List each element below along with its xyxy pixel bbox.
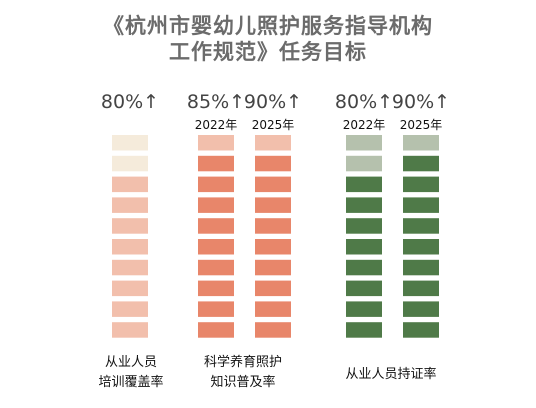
bar-block-filled bbox=[403, 218, 439, 234]
bar-block-empty bbox=[112, 135, 148, 151]
bar-block-filled bbox=[346, 259, 382, 276]
year-label: 2025年 bbox=[400, 118, 443, 132]
bar-block-empty bbox=[346, 155, 382, 172]
bar-block-filled bbox=[112, 259, 148, 276]
chart-title-line-2: 工作规范》任务目标 bbox=[169, 40, 367, 64]
bar-block-empty bbox=[346, 135, 382, 151]
bar-block-filled bbox=[403, 322, 439, 338]
bar-block-empty bbox=[403, 135, 439, 151]
bar-block-filled bbox=[112, 301, 148, 317]
value-label: 90%↑ bbox=[392, 91, 450, 113]
bar-block-filled bbox=[346, 322, 382, 338]
bar-block-filled bbox=[198, 259, 234, 276]
bar-block-empty bbox=[112, 155, 148, 172]
bar-block-filled bbox=[112, 322, 148, 338]
bar-block-filled bbox=[255, 197, 291, 213]
bar-block-filled bbox=[346, 239, 382, 255]
category-label: 培训覆盖率 bbox=[98, 374, 163, 390]
bar-block-filled bbox=[112, 218, 148, 234]
bar-block-filled bbox=[198, 301, 234, 317]
bar-block-filled bbox=[403, 176, 439, 193]
bar-block-filled bbox=[198, 322, 234, 338]
bar-block-filled bbox=[112, 176, 148, 193]
bar-block-filled bbox=[403, 259, 439, 276]
year-label: 2022年 bbox=[195, 118, 238, 132]
bar-block-filled bbox=[346, 301, 382, 317]
bar-block-filled bbox=[403, 301, 439, 317]
bar-block-filled bbox=[255, 218, 291, 234]
chart-title-line-1: 《杭州市婴幼儿照护服务指导机构 bbox=[103, 14, 433, 38]
bar-block-filled bbox=[198, 280, 234, 297]
value-label: 90%↑ bbox=[244, 91, 302, 113]
bar-block-filled bbox=[346, 197, 382, 213]
category-label: 从业人员持证率 bbox=[345, 366, 436, 382]
bar-block-filled bbox=[346, 218, 382, 234]
bar-block-empty bbox=[198, 135, 234, 151]
bar-block-filled bbox=[112, 197, 148, 213]
bar-block-filled bbox=[198, 218, 234, 234]
bar-block-filled bbox=[198, 176, 234, 193]
bar-block-filled bbox=[198, 155, 234, 172]
category-label: 从业人员 bbox=[105, 355, 157, 370]
bar-block-filled bbox=[346, 280, 382, 297]
year-label: 2022年 bbox=[343, 118, 386, 132]
bar-block-filled bbox=[255, 176, 291, 193]
bar-block-filled bbox=[403, 280, 439, 297]
bar-block-filled bbox=[112, 239, 148, 255]
bar-block-filled bbox=[112, 280, 148, 297]
value-label: 80%↑ bbox=[335, 91, 393, 113]
bar-block-filled bbox=[198, 239, 234, 255]
bar-block-filled bbox=[255, 155, 291, 172]
value-label: 85%↑ bbox=[187, 91, 245, 113]
bar-block-filled bbox=[403, 239, 439, 255]
bar-block-filled bbox=[403, 155, 439, 172]
bar-block-filled bbox=[255, 301, 291, 317]
bar-block-empty bbox=[255, 135, 291, 151]
bar-block-filled bbox=[198, 197, 234, 213]
bar-block-filled bbox=[346, 176, 382, 193]
value-label: 80%↑ bbox=[101, 91, 159, 113]
bar-block-filled bbox=[255, 259, 291, 276]
bar-block-filled bbox=[255, 280, 291, 297]
category-label: 科学养育照护 bbox=[204, 354, 282, 370]
bar-block-filled bbox=[255, 322, 291, 338]
category-label: 知识普及率 bbox=[210, 374, 275, 390]
year-label: 2025年 bbox=[252, 118, 295, 132]
bar-block-filled bbox=[403, 197, 439, 213]
bar-block-filled bbox=[255, 239, 291, 255]
